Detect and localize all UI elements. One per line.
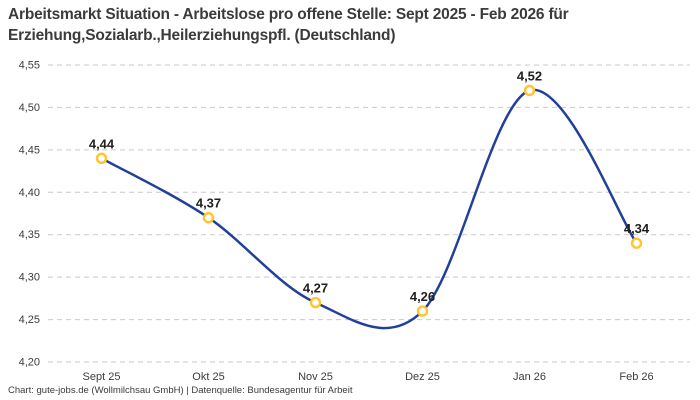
x-axis-tick-labels: Sept 25 Okt 25 Nov 25 Dez 25 Jan 26 Feb 26 <box>83 371 654 383</box>
x-tick-label: Sept 25 <box>83 371 121 383</box>
data-point-marker <box>630 237 643 249</box>
data-point-value-label: 4,37 <box>196 196 221 211</box>
data-point-value-label: 4,34 <box>624 221 650 236</box>
y-tick-label: 4,30 <box>19 272 40 284</box>
y-tick-label: 4,25 <box>19 314 40 326</box>
x-tick-label: Jan 26 <box>513 371 546 383</box>
y-tick-label: 4,45 <box>19 144 40 156</box>
y-tick-label: 4,40 <box>19 187 40 199</box>
data-point-labels: 4,44 4,37 4,27 4,26 4,52 4,34 <box>89 68 650 304</box>
x-tick-label: Dez 25 <box>405 371 440 383</box>
y-axis-tick-labels: 4,20 4,25 4,30 4,35 4,40 4,45 4,50 4,55 <box>19 60 40 369</box>
y-tick-label: 4,35 <box>19 229 40 241</box>
data-point-value-label: 4,44 <box>89 136 115 151</box>
data-point-marker <box>309 296 322 309</box>
x-tick-label: Nov 25 <box>298 371 333 383</box>
data-point-markers <box>95 84 643 317</box>
data-point-value-label: 4,27 <box>303 281 328 296</box>
y-tick-label: 4,20 <box>19 357 40 369</box>
data-point-value-label: 4,26 <box>410 289 435 304</box>
data-point-value-label: 4,52 <box>517 68 542 83</box>
series-path <box>100 88 638 330</box>
gridlines-layer <box>48 64 690 363</box>
data-point-marker <box>202 212 215 224</box>
x-tick-label: Okt 25 <box>192 371 224 383</box>
chart-title: Arbeitsmarkt Situation - Arbeitslose pro… <box>8 6 569 44</box>
series-layer <box>100 88 638 330</box>
chart-footer: Chart: gute-jobs.de (Wollmilchsau GmbH) … <box>8 385 353 396</box>
y-tick-label: 4,55 <box>19 60 40 72</box>
y-tick-label: 4,50 <box>19 102 40 114</box>
data-point-marker <box>523 84 536 97</box>
data-point-marker <box>95 152 108 165</box>
x-tick-label: Feb 26 <box>619 371 653 383</box>
data-point-marker <box>416 305 429 317</box>
